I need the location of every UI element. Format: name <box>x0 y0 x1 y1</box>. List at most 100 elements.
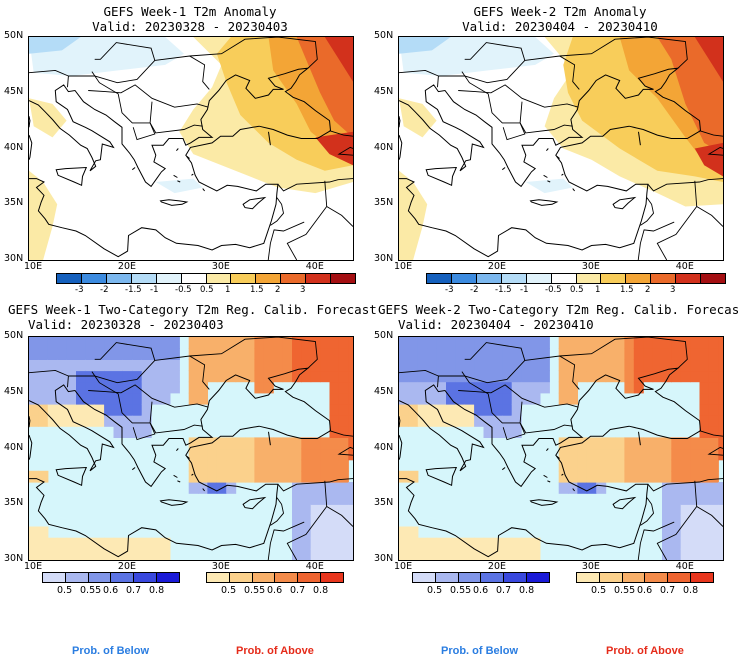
prob-cell <box>690 337 701 349</box>
country-border <box>94 342 156 361</box>
prob-cell <box>198 448 208 461</box>
prob-cell <box>273 370 284 383</box>
prob-cell <box>577 459 588 472</box>
prob-cell <box>160 359 171 372</box>
prob-cell <box>624 337 635 349</box>
prob-colorbar-label: 0.55 <box>80 585 102 596</box>
prob-cell <box>188 437 199 450</box>
prob-cell <box>338 370 349 383</box>
country-border <box>270 497 284 526</box>
prob-cell <box>605 348 616 360</box>
prob-cell <box>245 448 255 461</box>
island-outline <box>612 196 637 210</box>
island-outline <box>399 116 401 128</box>
prob-cell <box>652 470 663 483</box>
anomaly-colorbar-label: 1 <box>595 285 601 295</box>
prob-cell <box>263 337 274 349</box>
prob-cell <box>436 381 447 394</box>
colorbar-swatch <box>504 573 528 582</box>
colorbar-swatch <box>501 274 527 283</box>
prob-cell <box>329 381 340 394</box>
prob-cell <box>132 548 143 560</box>
lat-label: 30N <box>4 253 24 264</box>
prob-cell <box>94 370 105 383</box>
prob-cell <box>329 415 340 427</box>
prob-cell <box>408 526 419 539</box>
prob-cell <box>483 537 494 550</box>
prob-cell <box>29 470 39 483</box>
prob-cell <box>320 448 331 461</box>
prob-cell <box>320 348 331 360</box>
prob-cell <box>57 337 68 349</box>
prob-cell <box>122 403 133 416</box>
anomaly-colorbar-label: -1 <box>520 285 529 295</box>
prob-cell <box>338 515 349 528</box>
prob-cell <box>718 448 723 461</box>
prob-cell <box>348 548 353 560</box>
prob-cell <box>446 359 456 372</box>
prob-cell <box>235 370 246 383</box>
prob-cell <box>188 392 199 405</box>
colorbar-swatch <box>306 274 332 283</box>
prob-cell <box>254 359 265 372</box>
prob-cell <box>104 359 115 372</box>
small-island <box>572 488 575 492</box>
prob-cell <box>464 392 475 405</box>
prob-cell <box>151 548 162 560</box>
anomaly-colorbar-label: -2 <box>470 285 479 295</box>
lon-label: 30E <box>211 261 230 272</box>
prob-cell <box>558 348 569 360</box>
country-border <box>270 197 284 226</box>
prob-cell <box>47 381 58 394</box>
prob-cell <box>577 359 588 372</box>
prob-cell <box>57 548 68 560</box>
prob-cell <box>57 348 68 360</box>
lon-label: 10E <box>24 561 43 572</box>
prob-cell <box>94 548 105 560</box>
island-outline <box>612 496 637 510</box>
anomaly-colorbar-label: -1.5 <box>495 285 512 295</box>
prob-cell <box>624 459 635 472</box>
prob-cell <box>605 448 616 461</box>
prob-cell <box>511 415 522 427</box>
prob-cell <box>329 470 340 483</box>
prob-cell <box>492 426 503 438</box>
prob-cell <box>160 537 171 550</box>
colorbar-swatch <box>131 274 157 283</box>
island-outline <box>529 199 559 206</box>
prob-cell <box>198 437 208 450</box>
prob-cell <box>338 381 349 394</box>
prob-cell <box>76 537 86 550</box>
map-panel3-prob-week1[interactable] <box>28 336 354 561</box>
prob-cell <box>94 381 105 394</box>
map-panel1-anomaly-week1[interactable] <box>28 36 354 261</box>
anomaly-hot-zone <box>694 37 723 82</box>
prob-cell <box>226 348 237 360</box>
prob-cell <box>577 448 588 461</box>
map-panel2-anomaly-week2[interactable] <box>398 36 724 261</box>
prob-cell <box>596 359 607 372</box>
prob-cell <box>57 415 68 427</box>
prob-cell <box>718 437 723 450</box>
country-border <box>699 430 723 437</box>
prob-cell <box>417 415 428 427</box>
prob-cell <box>530 548 541 560</box>
prob-cell <box>539 381 550 394</box>
prob-cell <box>530 337 541 349</box>
prob-cell <box>474 337 485 349</box>
panel1-title-line1: GEFS Week-1 T2m Anomaly <box>103 4 277 19</box>
prob-cell <box>455 403 466 416</box>
prob-cell <box>29 381 39 394</box>
map-panel4-prob-week2[interactable] <box>398 336 724 561</box>
prob-cell <box>408 537 419 550</box>
prob-colorbar-label: 0.7 <box>290 585 306 596</box>
lat-label: 40N <box>4 141 24 153</box>
lon-label: 40E <box>305 561 324 572</box>
colorbar-swatch <box>206 274 232 283</box>
prob-cell <box>113 403 124 416</box>
prob-cell <box>310 359 321 372</box>
prob-cell <box>254 459 265 472</box>
prob-cell <box>718 537 723 550</box>
country-border <box>149 401 203 434</box>
prob-cell <box>151 370 162 383</box>
